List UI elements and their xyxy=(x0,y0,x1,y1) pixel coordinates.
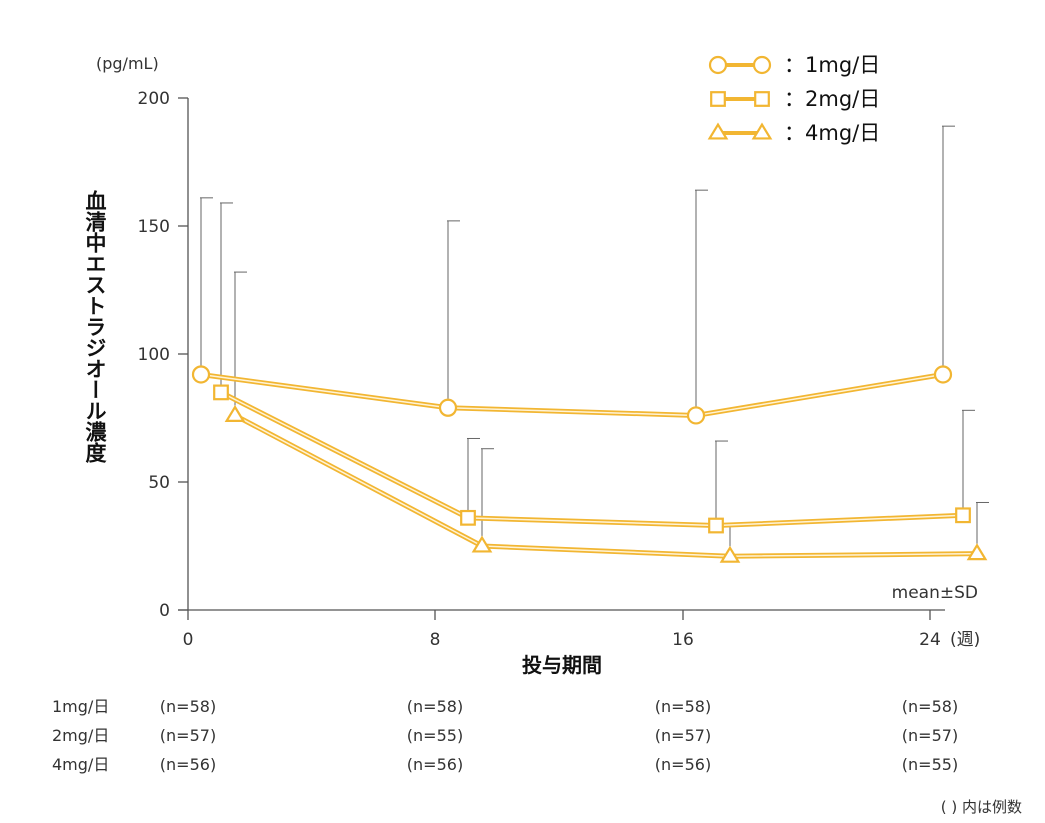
legend: ：1mg/日 ：2mg/日 ：4mg/日 xyxy=(707,53,880,145)
n-table-cell: (n=57) xyxy=(160,726,216,745)
y-unit-label: (pg/mL) xyxy=(96,54,159,73)
legend-marker xyxy=(710,91,726,107)
legend-label: ：2mg/日 xyxy=(784,87,880,111)
n-table-cell: (n=56) xyxy=(655,755,711,774)
data-point xyxy=(213,384,229,401)
x-tick-label: 16 xyxy=(672,630,694,650)
n-table: 1mg/日 (n=58) (n=58) (n=58) (n=58) 2mg/日 (n=57)… xyxy=(52,697,958,774)
data-point xyxy=(955,507,971,524)
data-point xyxy=(471,535,493,553)
legend-marker xyxy=(754,91,770,107)
n-table-cell: (n=58) xyxy=(407,697,463,716)
n-table-cell: (n=58) xyxy=(160,697,216,716)
legend-marker xyxy=(708,55,728,75)
series-lines xyxy=(200,372,978,559)
data-point xyxy=(686,406,706,425)
series-markers xyxy=(191,365,988,563)
n-table-cell: (n=57) xyxy=(902,726,958,745)
data-point xyxy=(708,517,724,534)
error-bars xyxy=(200,125,989,557)
x-tick-label: 0 xyxy=(183,630,194,650)
axes xyxy=(178,98,945,611)
x-ticks: 0 8 16 24 xyxy=(183,610,941,650)
legend-label: ：4mg/日 xyxy=(784,121,880,145)
legend-marker xyxy=(707,122,729,140)
y-tick-label: 50 xyxy=(148,473,170,493)
x-axis-title: 投与期間 xyxy=(522,653,602,677)
n-table-row-label: 1mg/日 xyxy=(52,697,109,716)
y-tick-label: 100 xyxy=(138,345,170,365)
series-line-inner xyxy=(234,414,978,557)
footnote: ( ) 内は例数 xyxy=(941,798,1022,816)
x-tick-label: 8 xyxy=(430,630,441,650)
n-table-row-label: 2mg/日 xyxy=(52,726,109,745)
y-tick-label: 0 xyxy=(159,601,170,621)
data-point xyxy=(933,365,953,384)
x-tick-label: 24 xyxy=(919,630,941,650)
n-table-cell: (n=58) xyxy=(655,697,711,716)
y-tick-label: 200 xyxy=(138,89,170,109)
annotation-mean-sd: mean±SD xyxy=(892,583,978,603)
n-table-cell: (n=57) xyxy=(655,726,711,745)
x-unit-label: (週) xyxy=(950,630,980,650)
legend-marker xyxy=(751,122,773,140)
n-table-row-label: 4mg/日 xyxy=(52,755,109,774)
data-point xyxy=(438,398,458,417)
y-axis-title: 血清中エストラジオール濃度 xyxy=(83,189,107,464)
n-table-cell: (n=55) xyxy=(407,726,463,745)
series-line-inner xyxy=(200,373,944,417)
series-line xyxy=(233,413,978,559)
y-tick-label: 150 xyxy=(138,217,170,237)
legend-marker xyxy=(752,55,772,75)
n-table-cell: (n=55) xyxy=(902,755,958,774)
series-line-inner xyxy=(220,391,964,527)
y-ticks: 0 50 100 150 200 xyxy=(138,89,188,621)
n-table-cell: (n=56) xyxy=(407,755,463,774)
legend-label: ：1mg/日 xyxy=(784,53,880,77)
data-point xyxy=(224,404,246,422)
n-table-cell: (n=56) xyxy=(160,755,216,774)
data-point xyxy=(460,509,476,526)
data-point xyxy=(966,543,988,561)
series-line xyxy=(200,372,944,418)
n-table-cell: (n=58) xyxy=(902,697,958,716)
data-point xyxy=(719,545,741,563)
data-point xyxy=(191,365,211,384)
